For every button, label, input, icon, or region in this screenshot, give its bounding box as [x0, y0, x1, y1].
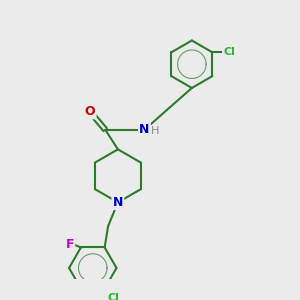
Text: N: N [113, 196, 123, 209]
Text: F: F [65, 238, 74, 251]
Text: O: O [85, 105, 95, 118]
Text: N: N [139, 123, 150, 136]
Text: Cl: Cl [223, 47, 235, 57]
Text: H: H [151, 126, 159, 136]
Text: Cl: Cl [107, 293, 119, 300]
